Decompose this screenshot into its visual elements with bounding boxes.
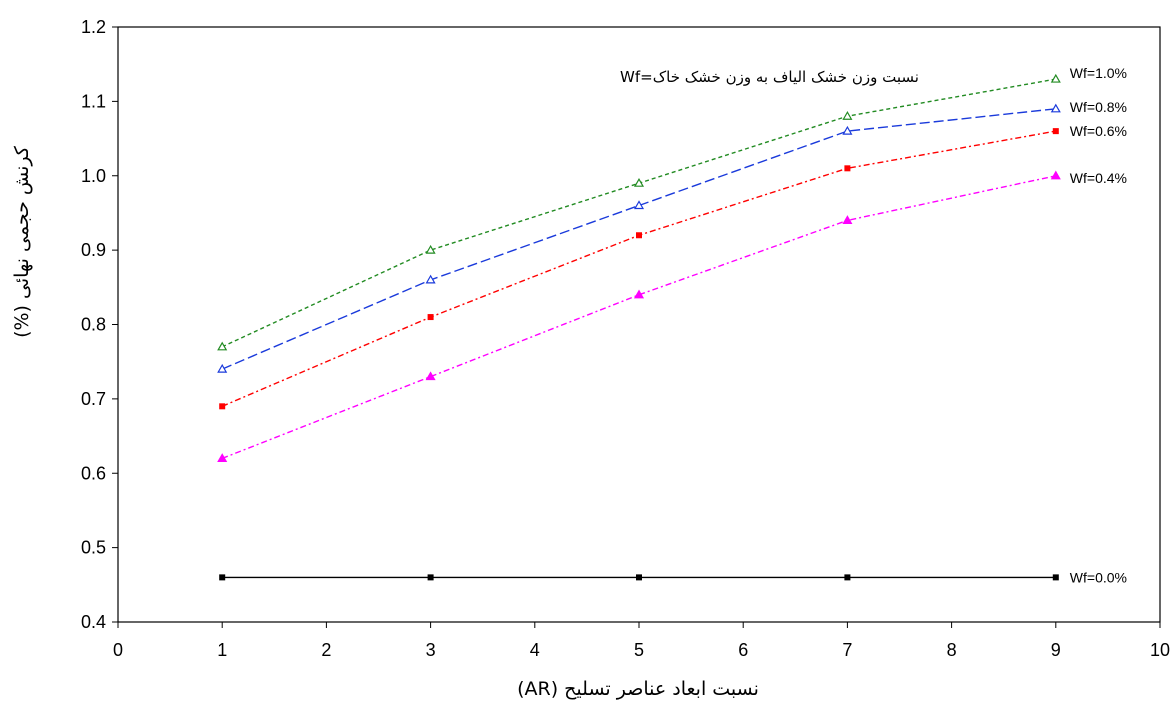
series-label: Wf=0.0% xyxy=(1070,569,1127,585)
y-tick-label: 0.7 xyxy=(81,389,106,409)
data-point xyxy=(217,453,228,462)
data-point xyxy=(636,574,642,581)
series-line xyxy=(221,175,1056,460)
series-line xyxy=(221,78,1056,348)
data-point xyxy=(1052,128,1059,135)
y-axis-title: کرنش حجمی نهائی (%) xyxy=(11,145,33,338)
series-2 xyxy=(219,128,1059,410)
y-tick-label: 0.6 xyxy=(81,463,106,483)
data-point xyxy=(425,274,436,284)
x-tick-label: 1 xyxy=(217,640,227,660)
x-axis-title: نسبت ابعاد عناصر تسلیح (AR) xyxy=(517,678,759,700)
x-tick-label: 10 xyxy=(1150,640,1170,660)
y-tick-label: 1.0 xyxy=(81,166,106,186)
data-point xyxy=(842,111,853,120)
y-tick-label: 0.5 xyxy=(81,538,106,558)
series-label: Wf=1.0% xyxy=(1070,65,1127,81)
data-point xyxy=(425,371,436,381)
annotation-text: نسبت وزن خشک الیاف به وزن خشک خاک=Wf xyxy=(620,68,919,86)
series-labels: Wf=1.0% Wf=0.8% Wf=0.6% Wf=0.4% Wf=0.0% xyxy=(1070,65,1127,585)
series-label: Wf=0.8% xyxy=(1070,99,1127,115)
data-point xyxy=(427,574,434,581)
series-4 xyxy=(219,574,1059,581)
data-point xyxy=(425,244,436,254)
x-tick-label: 5 xyxy=(634,640,644,660)
y-axis: 0.4 0.5 0.6 0.7 0.8 0.9 1.0 1.1 1.2 xyxy=(81,17,118,632)
series-line xyxy=(221,130,1056,407)
x-tick-label: 7 xyxy=(842,640,852,660)
data-point xyxy=(842,215,853,224)
y-tick-label: 1.2 xyxy=(81,17,106,37)
x-tick-label: 8 xyxy=(947,640,957,660)
series-1 xyxy=(217,103,1061,373)
plot-frame xyxy=(117,26,1161,623)
series-0 xyxy=(217,73,1061,351)
plot-area xyxy=(117,26,1161,623)
data-point xyxy=(636,232,642,239)
series-layer xyxy=(217,73,1061,581)
x-tick-label: 3 xyxy=(426,640,436,660)
x-tick-label: 0 xyxy=(113,640,123,660)
data-point xyxy=(633,200,645,210)
series-3 xyxy=(217,170,1061,462)
x-axis: 0 1 2 3 4 5 6 7 8 9 10 xyxy=(113,622,1170,660)
series-line xyxy=(221,108,1056,370)
x-tick-label: 2 xyxy=(321,640,331,660)
data-point xyxy=(219,403,226,410)
data-point xyxy=(844,165,851,172)
data-point xyxy=(842,125,853,135)
y-tick-label: 0.9 xyxy=(81,240,106,260)
data-point xyxy=(633,289,645,299)
series-label: Wf=0.6% xyxy=(1070,123,1127,139)
y-tick-label: 1.1 xyxy=(81,91,106,111)
x-tick-label: 4 xyxy=(530,640,540,660)
data-point xyxy=(844,574,851,581)
y-tick-label: 0.4 xyxy=(81,612,106,632)
data-point xyxy=(219,574,226,581)
data-point xyxy=(217,341,228,351)
data-point xyxy=(427,314,434,321)
data-point xyxy=(1050,103,1061,113)
x-tick-label: 6 xyxy=(738,640,748,660)
data-point xyxy=(1050,170,1061,180)
data-point xyxy=(1050,73,1061,83)
data-point xyxy=(633,177,645,187)
data-point xyxy=(217,363,228,373)
series-label: Wf=0.4% xyxy=(1070,170,1127,186)
data-point xyxy=(1052,574,1059,581)
x-tick-label: 9 xyxy=(1051,640,1061,660)
y-tick-label: 0.8 xyxy=(81,315,106,335)
